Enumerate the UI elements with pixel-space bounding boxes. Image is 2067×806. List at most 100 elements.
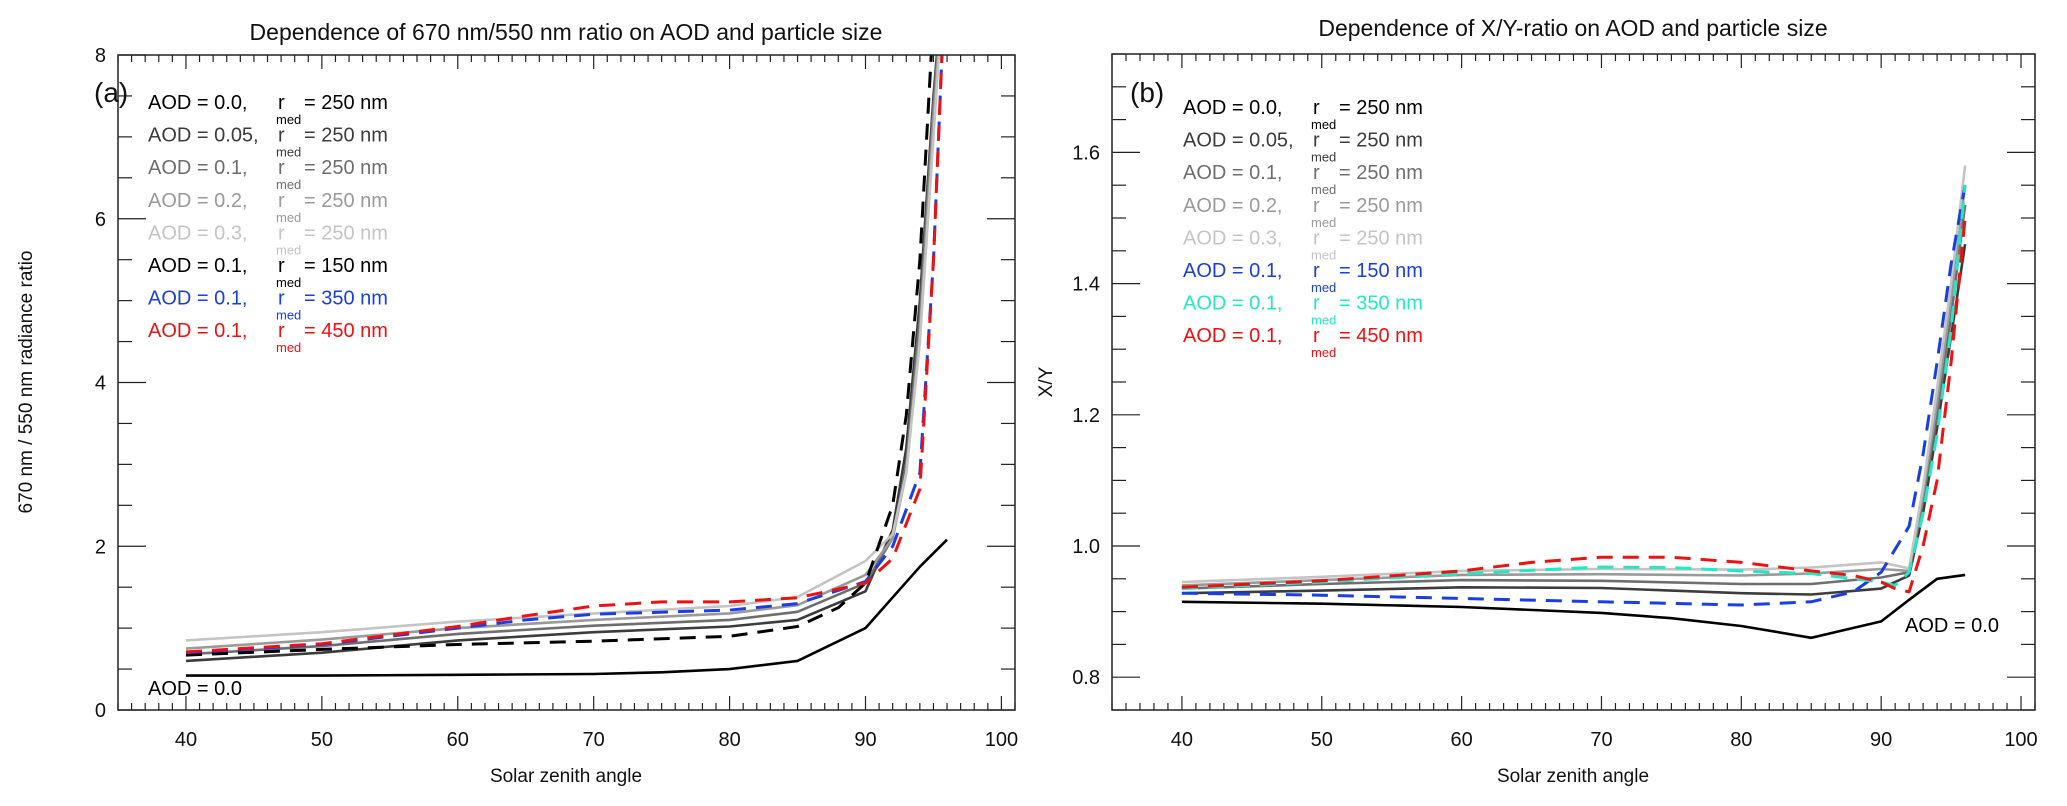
legend-rmed-value: = 450 nm <box>304 320 388 342</box>
series-line-a-0 <box>186 538 948 677</box>
annotation-aod-zero-a: AOD = 0.0 <box>148 678 242 700</box>
legend-rmed-value: = 150 nm <box>304 255 388 277</box>
legend-aod-text: AOD = 0.1, <box>148 288 248 310</box>
x-tick-label: 90 <box>1870 729 1892 751</box>
series-line-b-3 <box>1181 185 1967 587</box>
x-tick-label: 60 <box>447 729 469 751</box>
series-group-b <box>1181 165 1967 640</box>
x-tick-label: 100 <box>2004 729 2037 751</box>
legend-med-subscript: med <box>276 275 301 290</box>
y-tick-label: 0.8 <box>1072 667 1100 689</box>
x-tick-label: 60 <box>1450 729 1472 751</box>
series-line-a-4 <box>185 55 941 642</box>
y-tick-label: 1.0 <box>1072 536 1100 558</box>
series-line-b-6 <box>1181 185 1967 591</box>
legend-rmed-value: = 250 nm <box>1339 195 1423 217</box>
x-tick-label: 70 <box>1590 729 1612 751</box>
y-tick-label: 4 <box>95 373 106 395</box>
chart-title-b: Dependence of X/Y-ratio on AOD and parti… <box>1318 15 1827 41</box>
y-tick-label: 1.6 <box>1072 142 1100 164</box>
x-tick-label: 80 <box>718 729 740 751</box>
legend-r-text: r <box>1313 130 1320 152</box>
legend-r-text: r <box>278 92 285 114</box>
legend-rmed-value: = 150 nm <box>1339 260 1423 282</box>
series-line-a-6 <box>185 55 944 655</box>
legend-r-text: r <box>278 255 285 277</box>
panel-a: Dependence of 670 nm/550 nm ratio on AOD… <box>16 19 1018 787</box>
legend-aod-text: AOD = 0.1, <box>148 255 248 277</box>
x-tick-label: 90 <box>854 729 876 751</box>
series-line-b-7 <box>1181 217 1967 594</box>
panel-label-a: (a) <box>94 77 128 108</box>
legend-r-text: r <box>1313 195 1320 217</box>
x-axis-label-b: Solar zenith angle <box>1497 766 1649 787</box>
legend-aod-text: AOD = 0.3, <box>1183 227 1283 249</box>
series-line-b-2 <box>1181 204 1967 590</box>
legend-r-text: r <box>278 157 285 179</box>
legend-rmed-value: = 450 nm <box>1339 325 1423 347</box>
x-tick-label: 50 <box>1311 729 1333 751</box>
legend-med-subscript: med <box>1311 150 1336 165</box>
legend-aod-text: AOD = 0.05, <box>148 125 259 147</box>
legend-med-subscript: med <box>276 177 301 192</box>
legend-med-subscript: med <box>276 340 301 355</box>
y-tick-label: 0 <box>95 700 106 722</box>
legend-r-text: r <box>1313 162 1320 184</box>
legend-rmed-value: = 250 nm <box>304 222 388 244</box>
series-line-b-1 <box>1181 244 1967 596</box>
legend-rmed-value: = 350 nm <box>1339 293 1423 315</box>
legend-med-subscript: med <box>1311 117 1336 132</box>
y-tick-label: 8 <box>95 45 106 67</box>
legend-rmed-value: = 250 nm <box>1339 162 1423 184</box>
legend-med-subscript: med <box>276 242 301 257</box>
legend-aod-text: AOD = 0.0, <box>148 92 248 114</box>
legend-aod-text: AOD = 0.3, <box>148 222 248 244</box>
x-tick-label: 40 <box>175 729 197 751</box>
y-tick-label: 6 <box>95 209 106 231</box>
x-tick-label: 100 <box>985 729 1018 751</box>
legend-r-text: r <box>1313 293 1320 315</box>
legend-aod-text: AOD = 0.0, <box>1183 97 1283 119</box>
x-axis-label-a: Solar zenith angle <box>490 766 642 787</box>
legend-rmed-value: = 250 nm <box>304 190 388 212</box>
legend-r-text: r <box>278 320 285 342</box>
legend-rmed-value: = 250 nm <box>1339 130 1423 152</box>
legend-r-text: r <box>278 222 285 244</box>
legend-r-text: r <box>1313 325 1320 347</box>
series-group-a <box>185 55 948 677</box>
legend-rmed-value: = 250 nm <box>304 125 388 147</box>
legend-med-subscript: med <box>1311 345 1336 360</box>
legend-aod-text: AOD = 0.1, <box>148 320 248 342</box>
legend-med-subscript: med <box>276 210 301 225</box>
legend-r-text: r <box>1313 227 1320 249</box>
series-line-a-2 <box>185 55 939 656</box>
legend-rmed-value: = 250 nm <box>304 157 388 179</box>
legend-aod-text: AOD = 0.1, <box>148 157 248 179</box>
legend-aod-text: AOD = 0.1, <box>1183 293 1283 315</box>
legend-r-text: r <box>1313 97 1320 119</box>
series-line-a-7 <box>185 55 944 654</box>
legend-med-subscript: med <box>276 112 301 127</box>
x-tick-label: 40 <box>1171 729 1193 751</box>
panel-b: Dependence of X/Y-ratio on AOD and parti… <box>1036 15 2038 787</box>
series-line-a-5 <box>185 55 933 657</box>
legend-aod-text: AOD = 0.05, <box>1183 130 1294 152</box>
legend-r-text: r <box>278 190 285 212</box>
legend-aod-text: AOD = 0.1, <box>1183 260 1283 282</box>
